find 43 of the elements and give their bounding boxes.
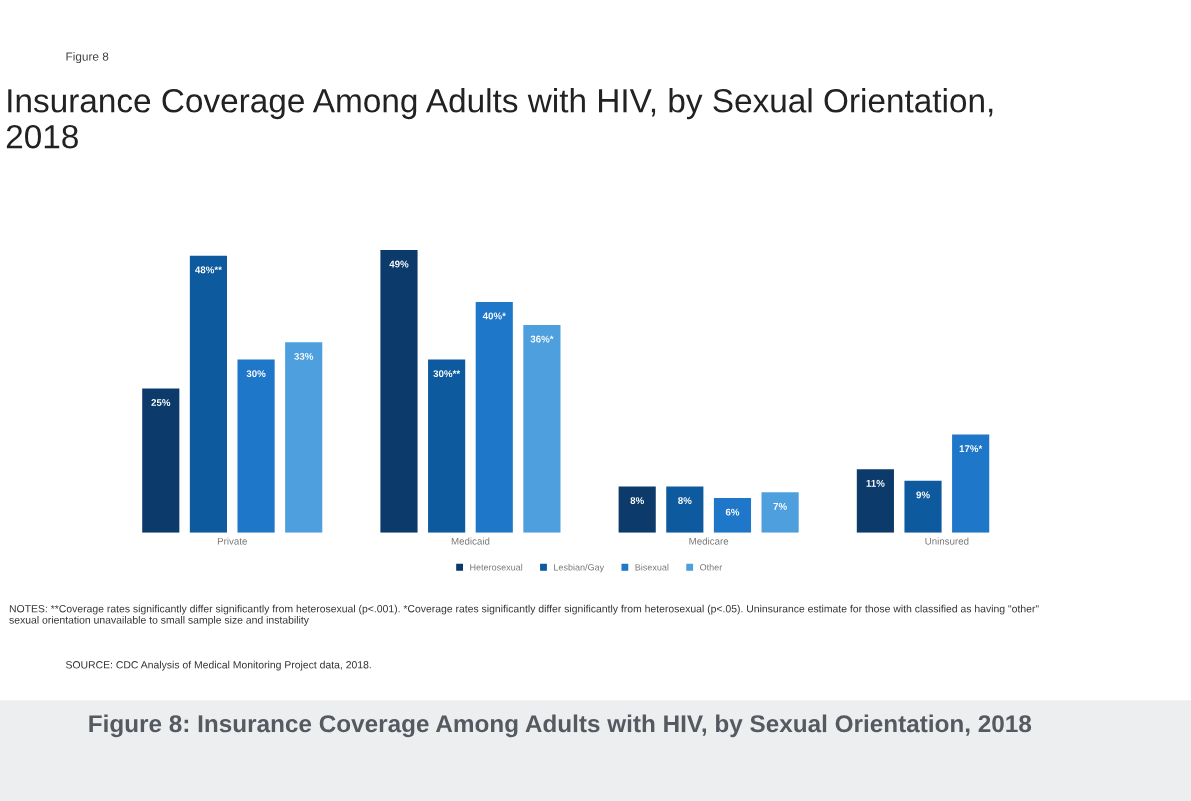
x-tick-label: Uninsured (925, 537, 969, 545)
bar (523, 324, 561, 533)
data-label: 30%** (433, 370, 461, 378)
data-label: 48%** (195, 266, 222, 274)
data-label: 49% (389, 260, 409, 268)
bar (856, 469, 894, 533)
data-label: 17%* (959, 445, 983, 453)
bar (285, 342, 323, 533)
data-label: 33% (294, 352, 314, 360)
x-tick-label: Medicare (689, 537, 729, 545)
data-label: 11% (866, 479, 885, 487)
bar (428, 359, 466, 533)
data-label: 8% (678, 497, 692, 505)
source-note: SOURCE: CDC Analysis of Medical Monitoring Project data, 2018. (65, 660, 371, 671)
data-label: 25% (151, 399, 171, 406)
bar (475, 301, 513, 533)
legend-label: Heterosexual (470, 563, 523, 571)
bar (904, 480, 942, 533)
bar (618, 486, 656, 533)
caption: Figure 8 (66, 52, 109, 64)
bar (189, 255, 227, 533)
legend-label: Bisexual (635, 563, 669, 571)
data-label: 30% (246, 370, 266, 378)
caption: Figure 8: Insurance Coverage Among Adults with HIV, by Sexual Orientation, 2018 (89, 714, 1032, 738)
data-label: 40%* (482, 312, 506, 320)
data-label: 36%* (530, 335, 554, 343)
data-label: 6% (725, 508, 740, 516)
bar (666, 486, 704, 533)
bar (380, 249, 418, 533)
data-label: 8% (630, 497, 644, 505)
legend-label: Other (700, 563, 723, 571)
text: NOTES: **Coverage rates significantly differ significantly from heterosexual (p<.001). *Coverage rates significantly differ significantly from heterosexual (p<.05). Uninsurance estimate for those with classified as having "other" sexual orientation unavailable to small sample size and instability (9, 604, 1039, 626)
chart-title: Insurance Coverage Among Adults with HIV, by Sexual Orientation, 2018 (6, 88, 993, 149)
bar (142, 388, 180, 533)
legend-label: Lesbian/Gay (554, 563, 605, 573)
data-label: 7% (773, 502, 787, 510)
data-label: 9% (916, 491, 930, 499)
bar (237, 359, 275, 533)
x-tick-label: Private (217, 537, 247, 545)
bar (713, 498, 752, 533)
x-tick-label: Medicaid (451, 537, 490, 545)
bar (761, 492, 799, 533)
bar (952, 434, 990, 533)
